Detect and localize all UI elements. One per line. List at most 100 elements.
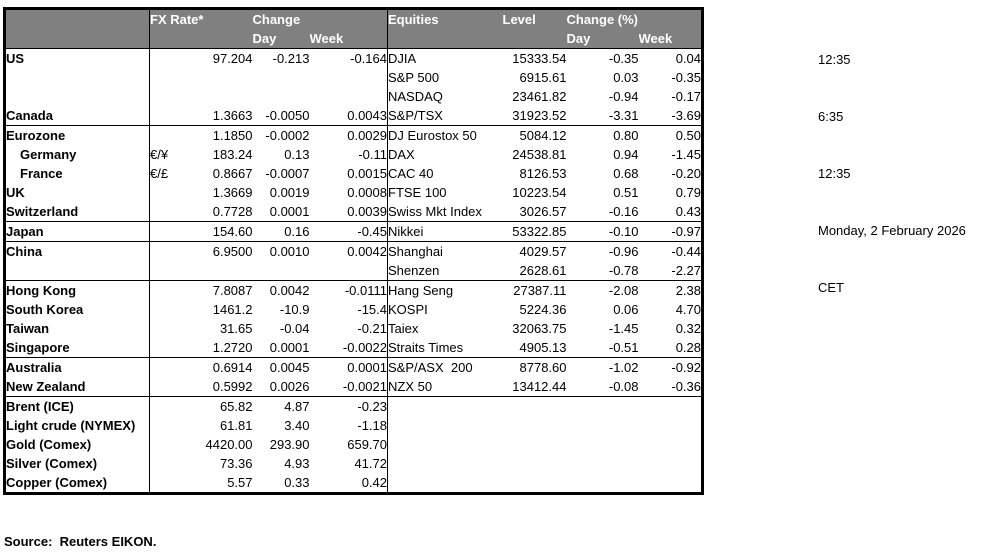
cell-country: Gold (Comex): [4, 435, 150, 454]
table-header: FX Rate* Change Equities Level Change (%…: [4, 8, 703, 49]
cell-eq_week: [639, 416, 703, 435]
cell-fx_day: 293.90: [269, 437, 310, 452]
cell-level: 4029.57: [519, 244, 567, 259]
cell-fx_week: 0.0039: [309, 202, 388, 222]
table-row: Light crude (NYMEX) 61.81 3.40 -1.18: [4, 416, 703, 435]
cell-eq_day: -2.08: [608, 283, 639, 298]
cell-equity: Swiss Mkt Index: [387, 202, 503, 222]
cell-fx_week: [309, 87, 388, 106]
header-change: Change: [252, 8, 388, 29]
header-blank-country-sub: [4, 29, 150, 49]
cell-country: Australia: [4, 357, 150, 377]
cell-pair: €/£: [150, 166, 169, 181]
cell-eq_week: 0.43: [638, 202, 703, 222]
cell-fx: 1.2720: [179, 338, 253, 358]
table-row: Switzerland 0.7728 0.0001 0.0039 Swiss Mkt I…: [4, 202, 703, 222]
cell-fx_day: [252, 261, 310, 281]
cell-level: 3026.57: [502, 202, 567, 222]
cell-eq_week: [639, 454, 703, 473]
cell-equity: S&P/TSX: [387, 106, 503, 126]
timestamp-line-1: 12:35: [818, 52, 851, 67]
cell-equity: Shenzen: [387, 261, 503, 281]
cell-fx_week: [309, 261, 388, 281]
cell-level: [503, 416, 567, 435]
cell-pair: €/¥: [150, 147, 169, 162]
cell-eq_day: -0.35: [608, 51, 639, 66]
table-row: Canada 1.3663 -0.0050 0.0043 S&P/TSX 31923.52…: [4, 106, 703, 126]
cell-fx: 31.65: [219, 321, 253, 336]
cell-level: 31923.52: [502, 106, 567, 126]
cell-eq_week: [639, 435, 703, 454]
cell-pair: [149, 338, 180, 358]
cell-pair: [149, 221, 180, 242]
cell-eq_day: -0.51: [566, 338, 639, 358]
header-equities: Equities: [387, 8, 503, 29]
header-row-sub: Day Week Day Week: [4, 29, 703, 49]
cell-eq_day: [567, 397, 639, 417]
header-fx-rate: FX Rate*: [149, 8, 253, 29]
cell-fx_week: -0.0022: [309, 338, 388, 358]
cell-eq_week: 2.38: [675, 283, 701, 298]
cell-pair: [149, 106, 180, 126]
cell-fx_day: [253, 87, 310, 106]
cell-pair: [150, 435, 180, 454]
cell-fx_day: 0.0019: [269, 185, 310, 200]
cell-pair: [150, 454, 180, 473]
cell-fx_day: -10.9: [279, 302, 310, 317]
cell-eq_week: -0.97: [638, 221, 703, 242]
cell-equity: [388, 435, 503, 454]
table-row: Brent (ICE) 65.82 4.87 -0.23: [4, 396, 703, 417]
cell-fx_day: 0.13: [284, 147, 310, 162]
cell-fx: 7.8087: [212, 283, 253, 298]
timestamp-line-3: 12:35: [818, 166, 851, 181]
cell-fx: 65.82: [219, 399, 253, 414]
cell-fx_week: -0.11: [309, 145, 388, 164]
cell-equity: Straits Times: [387, 338, 503, 358]
table-row: Germany €/¥ 183.24 0.13 -0.11 DAX 24538.81 0.94…: [4, 145, 703, 164]
cell-eq_week: -0.92: [671, 360, 701, 375]
cell-country: China: [4, 241, 150, 261]
cell-country: US: [4, 48, 150, 68]
cell-fx_week: -0.23: [309, 396, 388, 416]
cell-pair: [150, 183, 180, 202]
cell-pair: [150, 473, 180, 494]
header-blank-level-sub: [502, 29, 567, 49]
cell-country: Japan: [4, 221, 150, 242]
cell-pair: [150, 397, 180, 417]
cell-equity: [388, 416, 503, 435]
footer-block: Source: Reuters EIKON. * FX Rate for USD…: [4, 494, 669, 556]
cell-eq_day: -0.94: [608, 89, 639, 104]
table-row: Eurozone 1.1850 -0.0002 0.0029 DJ Eurostox 5…: [4, 125, 703, 145]
table-body: US 97.204 -0.213 -0.164 DJIA 15333.54 -0.35 0.0…: [4, 48, 703, 494]
cell-fx_week: 0.0008: [309, 183, 388, 202]
cell-eq_week: 0.28: [638, 338, 703, 358]
cell-eq_week: [639, 473, 703, 494]
cell-eq_week: -0.17: [671, 89, 701, 104]
cell-fx_day: 4.93: [284, 456, 310, 471]
cell-fx_day: 0.33: [284, 475, 310, 490]
cell-equity: Shanghai: [388, 244, 443, 259]
cell-fx_week: 659.70: [309, 435, 388, 454]
cell-eq_week: -1.45: [671, 147, 701, 162]
cell-eq_week: -0.20: [671, 166, 701, 181]
cell-country: Singapore: [4, 338, 150, 358]
cell-fx: 0.6914: [212, 360, 253, 375]
cell-fx_week: 0.0001: [309, 357, 388, 377]
cell-equity: DAX: [388, 147, 415, 162]
header-blank-equities-sub: [387, 29, 503, 49]
cell-level: 5224.36: [519, 302, 567, 317]
cell-fx_day: 0.0010: [269, 244, 310, 259]
table-row: S&P 500 6915.61 0.03 -0.35: [4, 68, 703, 87]
cell-fx_week: -0.0021: [309, 377, 388, 397]
cell-level: 53322.85: [502, 221, 567, 242]
cell-equity: [388, 397, 503, 417]
cell-pair: [149, 202, 180, 222]
cell-equity: S&P 500: [388, 70, 440, 85]
cell-pair: [150, 68, 180, 87]
cell-eq_day: 0.94: [613, 147, 639, 162]
cell-fx: 4420.00: [205, 437, 253, 452]
cell-eq_day: -1.45: [608, 321, 639, 336]
cell-fx_week: [309, 68, 388, 87]
cell-eq_day: 0.80: [613, 128, 639, 143]
